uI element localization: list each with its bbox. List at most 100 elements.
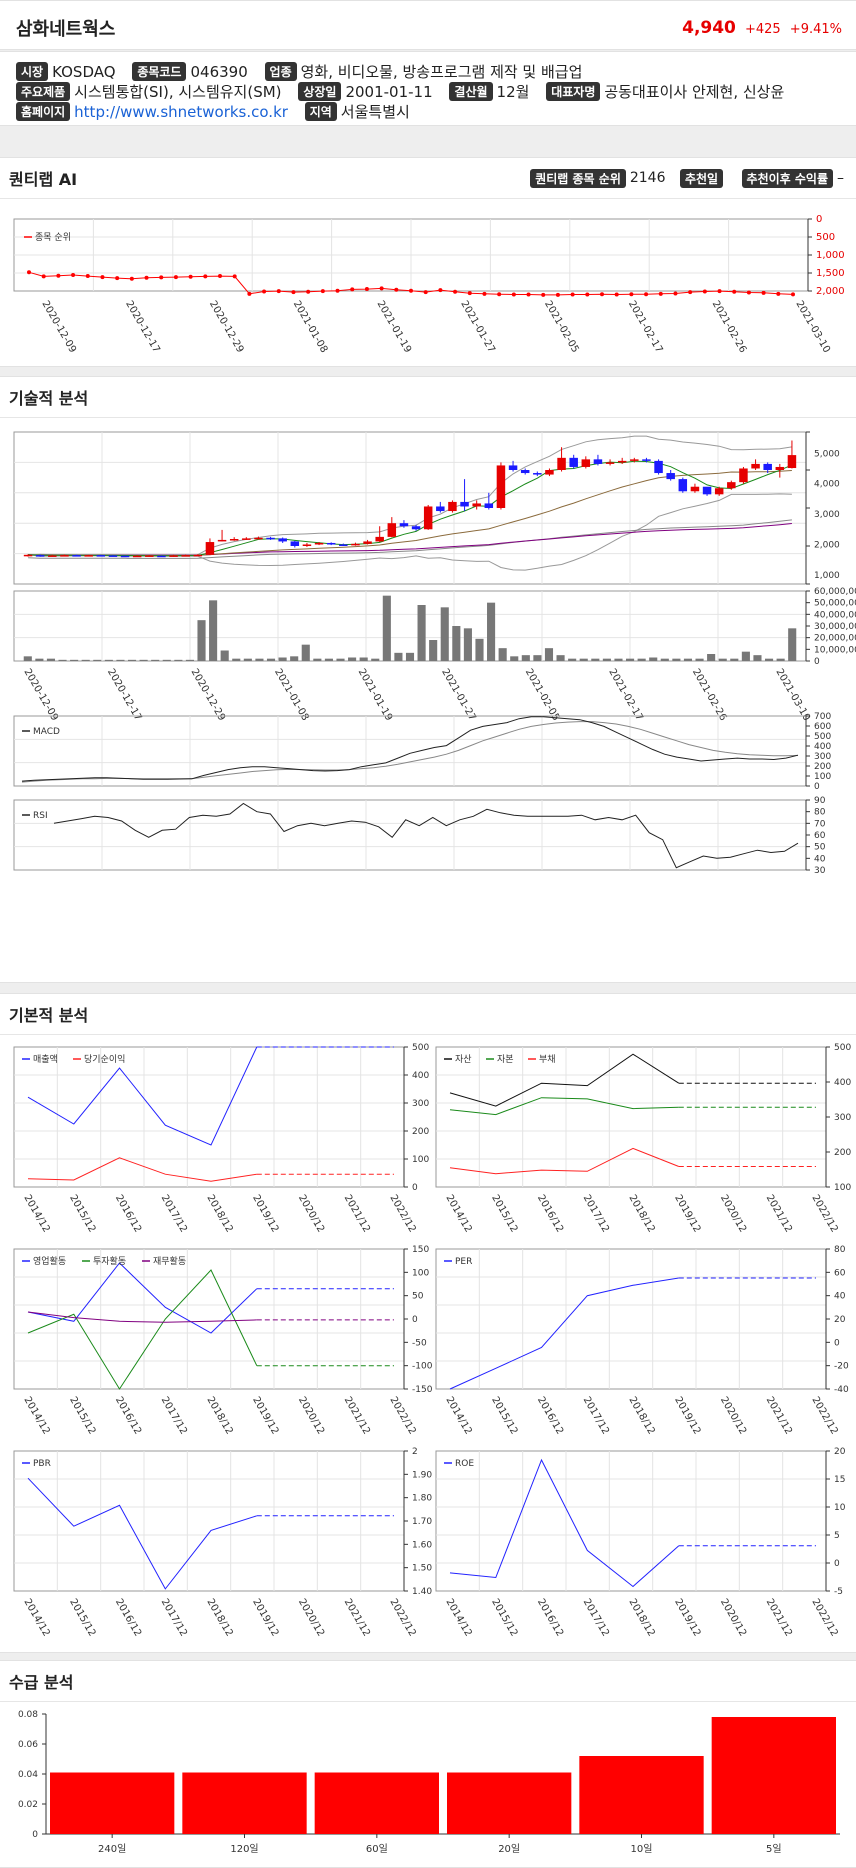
volume-bar bbox=[591, 658, 600, 661]
rank-point bbox=[732, 289, 737, 294]
volume-bar bbox=[70, 659, 79, 661]
candle-body bbox=[520, 470, 530, 474]
supply-bar bbox=[314, 1772, 439, 1834]
rank-point bbox=[585, 292, 590, 297]
current-price: 4,940 bbox=[682, 18, 736, 38]
fund-chart-5-yaxis-tick-label: 1.70 bbox=[412, 1517, 432, 1527]
fund-chart-4-grid-frame bbox=[435, 1248, 827, 1390]
fund-chart-4-yaxis-tick-label: -20 bbox=[834, 1362, 849, 1372]
quantilab-title: 퀀티랩 AI bbox=[9, 170, 78, 189]
volume-bar bbox=[614, 658, 623, 661]
industry-value: 영화, 비디오물, 방송프로그램 제작 및 배급업 bbox=[300, 63, 583, 81]
fund-chart-2-legend-label: 자본 bbox=[497, 1054, 514, 1065]
fund-chart-6-yaxis-tick-label: 0 bbox=[834, 1559, 840, 1569]
fund-chart-4-year-label: 2017/12 bbox=[581, 1395, 611, 1436]
tech-date-label: 2021-02-05 bbox=[523, 667, 562, 723]
rank-point bbox=[629, 292, 634, 297]
candle-body bbox=[702, 486, 712, 495]
supply-category-label: 60일 bbox=[366, 1843, 388, 1855]
volume-bar bbox=[626, 658, 635, 661]
fund-chart-4-yaxis-tick-label: -40 bbox=[834, 1385, 849, 1395]
fund-chart-4-year-label: 2016/12 bbox=[535, 1395, 565, 1436]
volume-bar bbox=[683, 658, 693, 661]
price-tick-label: 3,000 bbox=[814, 510, 840, 520]
rank-yaxis-tick-label: 1,500 bbox=[816, 268, 845, 279]
volume-bar bbox=[81, 659, 90, 661]
homepage-label: 홈페이지 bbox=[16, 102, 71, 121]
info-row-1: 시장 KOSDAQ 종목코드 046390 업종 영화, 비디오물, 방송프로그램 제… bbox=[16, 61, 594, 82]
volume-bar bbox=[533, 655, 542, 661]
fund-chart-1-year-label: 2015/12 bbox=[67, 1193, 97, 1234]
candle-body bbox=[23, 554, 33, 557]
rank-point bbox=[423, 290, 428, 295]
tech-date-label: 2020-12-17 bbox=[105, 667, 144, 723]
supply-ytick-label: 0 bbox=[32, 1830, 38, 1840]
volume-bar bbox=[498, 648, 507, 661]
rsi-grid-frame bbox=[13, 799, 807, 871]
volume-bar bbox=[382, 595, 391, 661]
rsi-yaxis-tick-label: 40 bbox=[814, 854, 826, 864]
fund-chart-1-year-label: 2016/12 bbox=[113, 1193, 143, 1234]
fund-chart-4-yaxis-tick-label: 20 bbox=[834, 1315, 846, 1325]
rank-point bbox=[526, 292, 531, 297]
volume-bar bbox=[672, 658, 681, 661]
listing-value: 2001-01-11 bbox=[345, 82, 433, 101]
candle-body bbox=[775, 466, 785, 470]
volume-bar bbox=[718, 658, 727, 661]
listing-label: 상장일 bbox=[298, 82, 342, 101]
tech-date-label: 2021-03-10 bbox=[773, 667, 812, 723]
volume-bar bbox=[220, 650, 229, 661]
volume-yaxis-tick-label: 50,000,000 bbox=[814, 599, 856, 609]
volume-bar bbox=[637, 658, 646, 661]
fund-chart-3-yaxis-tick-label: 50 bbox=[412, 1292, 424, 1302]
rank-point bbox=[511, 292, 516, 297]
volume-bar bbox=[602, 658, 611, 661]
volume-bar bbox=[127, 659, 137, 661]
fund-chart-5-yaxis-tick-label: 1.40 bbox=[412, 1587, 432, 1597]
rank-date-label: 2021-02-17 bbox=[626, 299, 665, 355]
rank-point bbox=[306, 289, 311, 294]
fund-chart-3-year-label: 2021/12 bbox=[342, 1395, 372, 1436]
fund-chart-2-year-label: 2021/12 bbox=[764, 1193, 794, 1234]
volume-bar bbox=[429, 640, 438, 661]
volume-bar bbox=[324, 658, 333, 661]
fund-chart-6-yaxis-tick-label: 5 bbox=[834, 1531, 840, 1541]
fund-chart-5-yaxis-tick-label: 1.60 bbox=[412, 1540, 432, 1550]
supply-bar bbox=[579, 1756, 704, 1834]
region-label: 지역 bbox=[304, 102, 337, 121]
tech-date-label: 2021-02-26 bbox=[690, 667, 729, 723]
rank-legend-label: 종목 순위 bbox=[35, 232, 71, 243]
candle-body bbox=[266, 537, 275, 540]
homepage-link[interactable]: http://www.shnetworks.co.kr bbox=[74, 102, 288, 121]
volume-bar bbox=[753, 655, 762, 661]
fund-chart-3-year-label: 2017/12 bbox=[159, 1395, 189, 1436]
volume-bar bbox=[487, 602, 496, 661]
rank-point bbox=[144, 275, 149, 280]
fund-chart-6-series bbox=[449, 1458, 680, 1588]
fund-chart-1-yaxis-tick-label: 100 bbox=[412, 1155, 429, 1165]
macd-yaxis-tick-label: 700 bbox=[814, 712, 831, 722]
quantilab-card: 퀀티랩 AI 퀀티랩 종목 순위 2146 추천일 추천이후 수익률 – 2,000… bbox=[0, 157, 856, 367]
code-value: 046390 bbox=[190, 62, 248, 81]
volume-bar bbox=[764, 658, 774, 661]
market-label: 시장 bbox=[16, 62, 49, 81]
fund-chart-5-legend-label: PBR bbox=[33, 1459, 51, 1469]
candle-body bbox=[72, 555, 81, 557]
fund-chart-2-series bbox=[449, 1053, 680, 1107]
fund-chart-5-series bbox=[27, 1477, 257, 1590]
rank-point bbox=[644, 292, 649, 297]
candle-body bbox=[278, 538, 287, 542]
fiscal-label: 결산월 bbox=[449, 82, 493, 101]
rank-point bbox=[218, 274, 222, 279]
price-tick-label: 5,000 bbox=[814, 449, 840, 459]
volume-yaxis-tick-label: 30,000,000 bbox=[814, 622, 856, 632]
volume-bar bbox=[510, 656, 519, 661]
volume-bar bbox=[23, 656, 32, 661]
supply-ytick-label: 0.08 bbox=[18, 1710, 38, 1720]
volume-bar bbox=[290, 656, 299, 661]
volume-bar bbox=[521, 655, 530, 661]
fund-chart-1-year-label: 2020/12 bbox=[296, 1193, 326, 1234]
fund-chart-4-series bbox=[449, 1277, 679, 1390]
candle-body bbox=[157, 555, 166, 558]
